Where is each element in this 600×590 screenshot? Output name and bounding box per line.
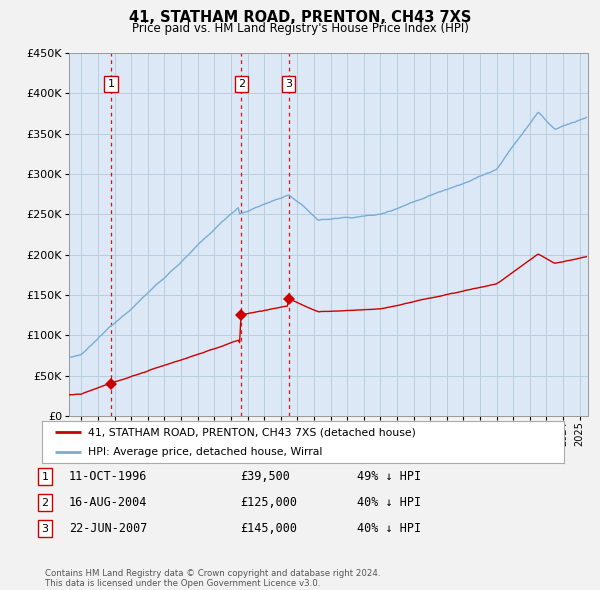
Text: Contains HM Land Registry data © Crown copyright and database right 2024.
This d: Contains HM Land Registry data © Crown c… [45, 569, 380, 588]
Text: 49% ↓ HPI: 49% ↓ HPI [357, 470, 421, 483]
Text: Price paid vs. HM Land Registry's House Price Index (HPI): Price paid vs. HM Land Registry's House … [131, 22, 469, 35]
Text: 1: 1 [107, 79, 115, 89]
Text: 22-JUN-2007: 22-JUN-2007 [69, 522, 148, 535]
Text: 41, STATHAM ROAD, PRENTON, CH43 7XS: 41, STATHAM ROAD, PRENTON, CH43 7XS [129, 10, 471, 25]
Text: 2: 2 [238, 79, 245, 89]
Text: 11-OCT-1996: 11-OCT-1996 [69, 470, 148, 483]
Text: £39,500: £39,500 [240, 470, 290, 483]
Text: 2: 2 [41, 498, 49, 507]
Text: 40% ↓ HPI: 40% ↓ HPI [357, 522, 421, 535]
Text: 3: 3 [285, 79, 292, 89]
Text: £145,000: £145,000 [240, 522, 297, 535]
Text: 16-AUG-2004: 16-AUG-2004 [69, 496, 148, 509]
Text: 1: 1 [41, 472, 49, 481]
Text: 3: 3 [41, 524, 49, 533]
Text: 40% ↓ HPI: 40% ↓ HPI [357, 496, 421, 509]
Text: £125,000: £125,000 [240, 496, 297, 509]
Text: HPI: Average price, detached house, Wirral: HPI: Average price, detached house, Wirr… [88, 447, 322, 457]
Text: 41, STATHAM ROAD, PRENTON, CH43 7XS (detached house): 41, STATHAM ROAD, PRENTON, CH43 7XS (det… [88, 427, 416, 437]
